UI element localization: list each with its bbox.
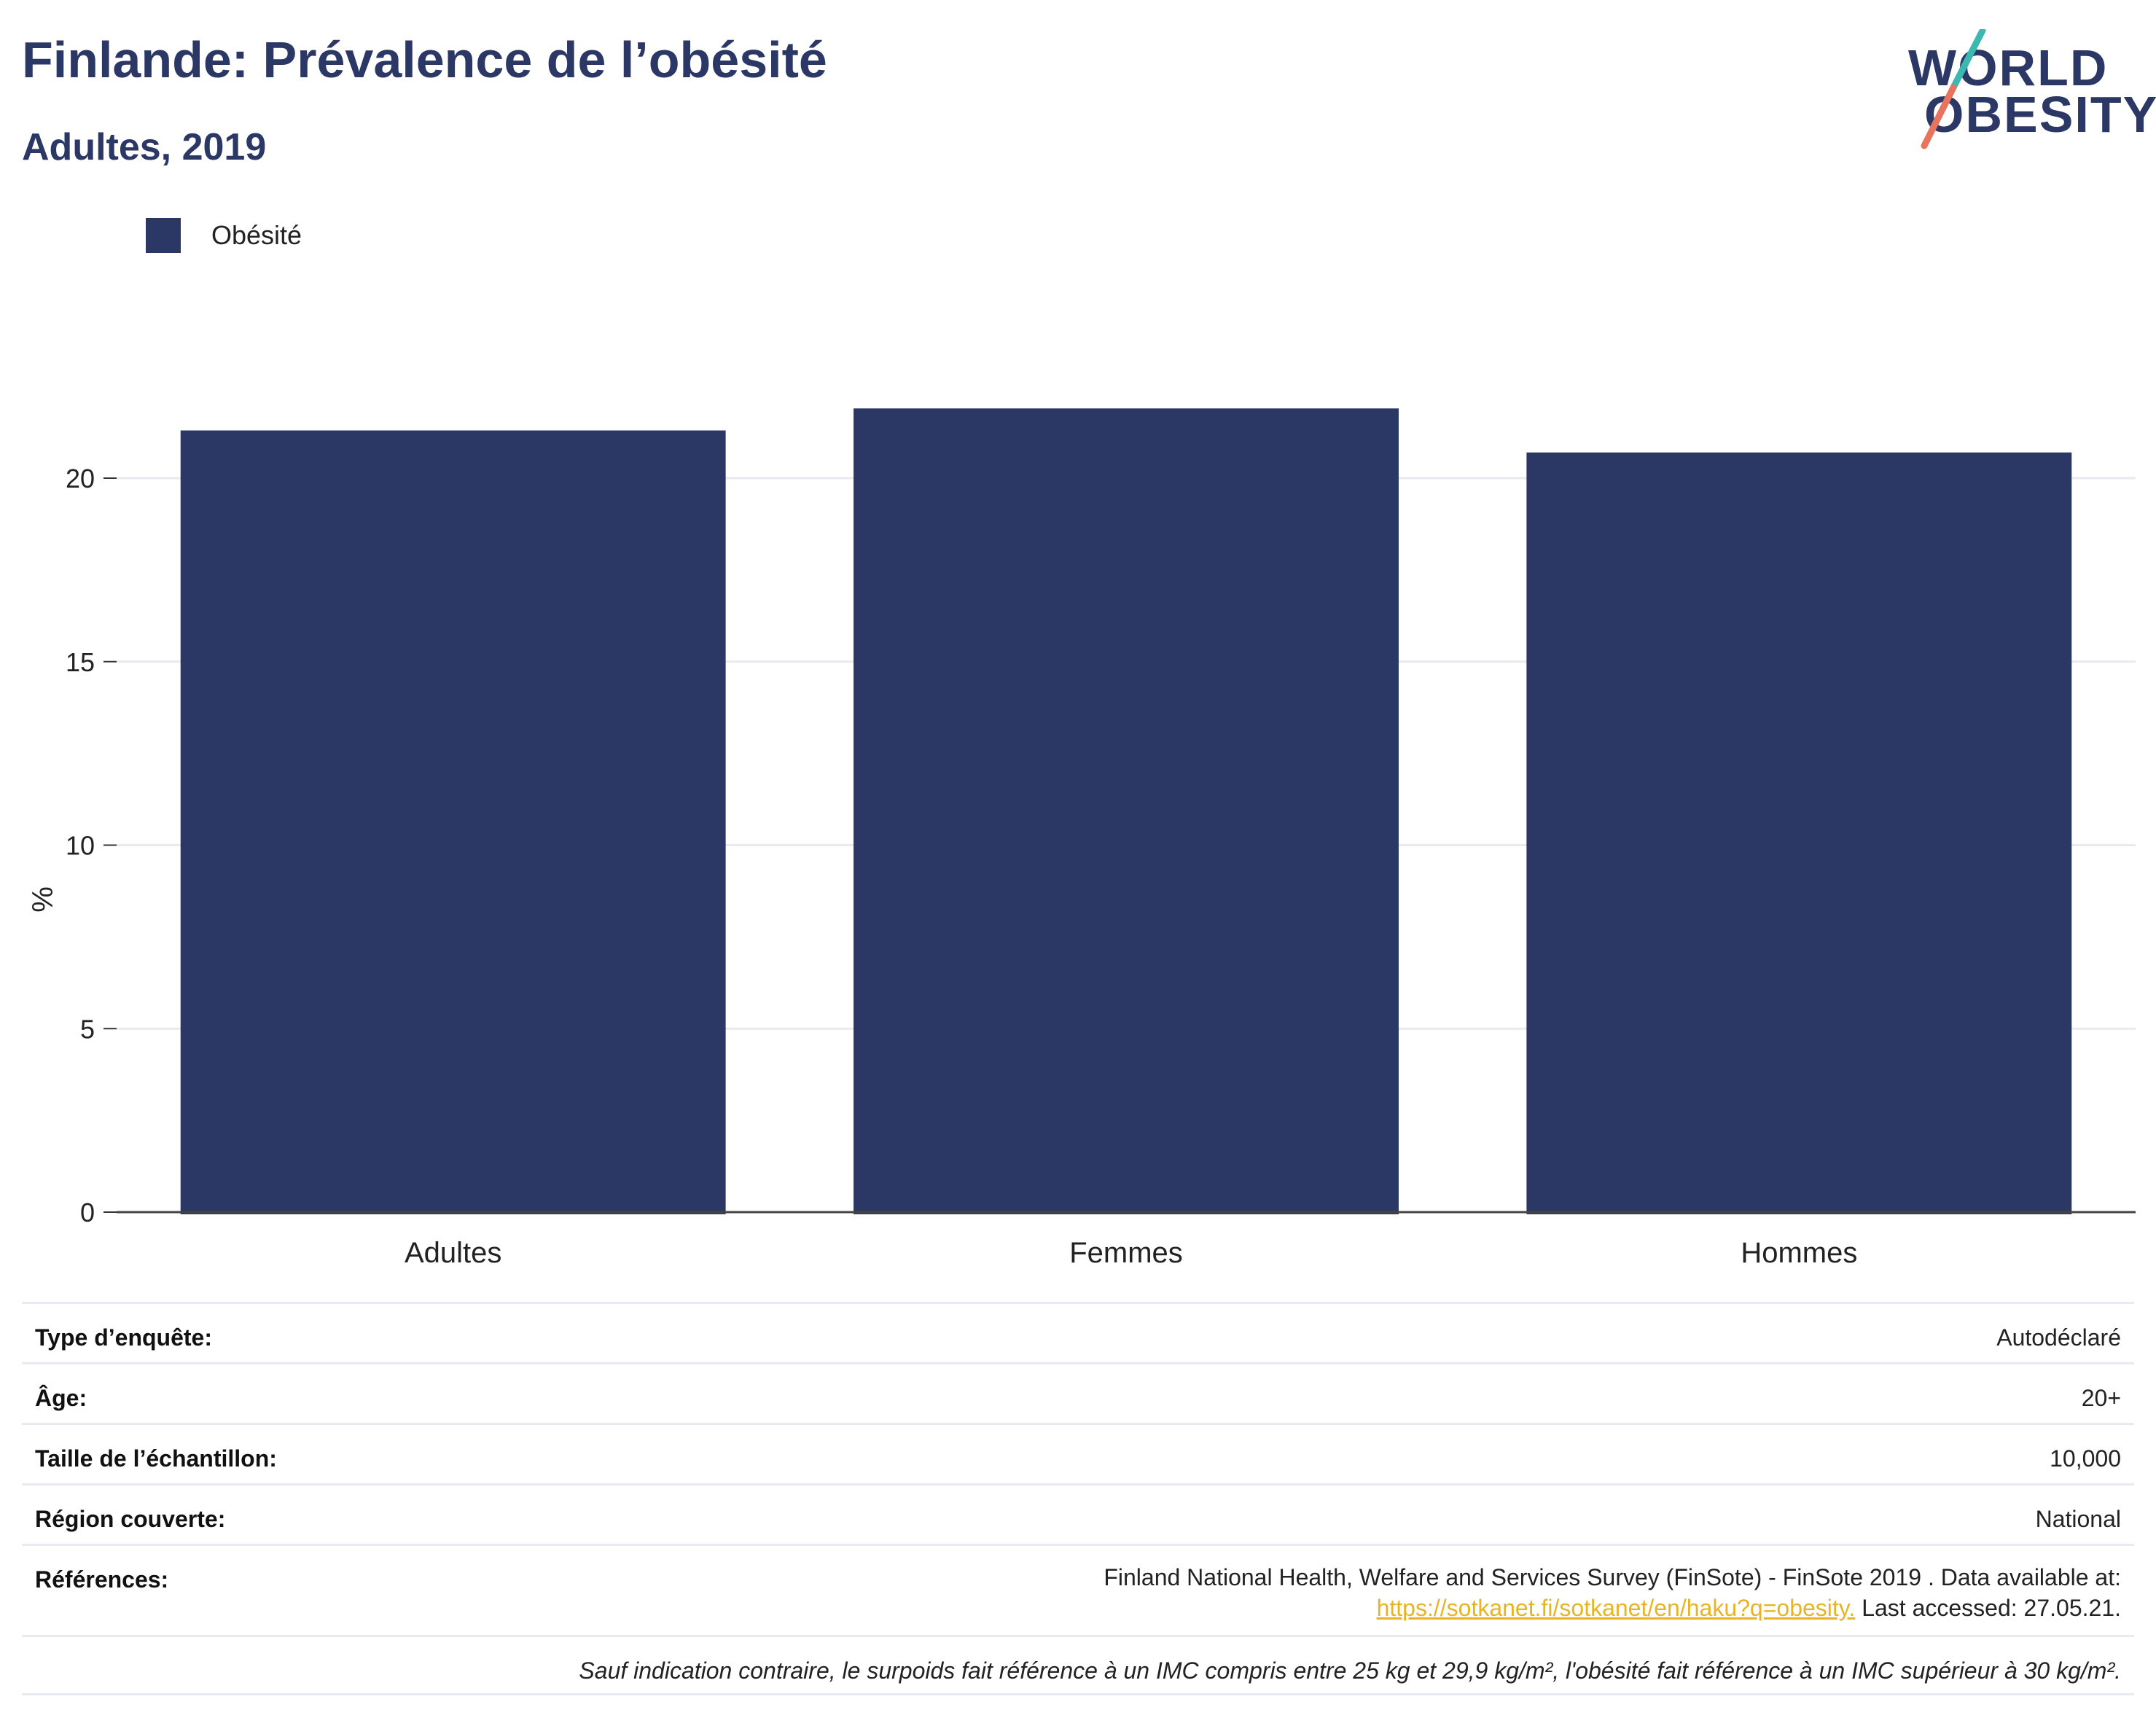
info-row-references: Références: Finland National Health, Wel… <box>22 1544 2134 1635</box>
world-obesity-logo: WORLD OBESITY <box>1902 29 2156 153</box>
region-label: Région couverte: <box>35 1506 226 1532</box>
survey-type-value: Autodéclaré <box>1996 1324 2121 1351</box>
logo-text-obesity: OBESITY <box>1924 86 2156 143</box>
references-value: Finland National Health, Welfare and Ser… <box>1104 1562 2121 1623</box>
y-axis-label: % <box>27 886 59 913</box>
info-row-survey-type: Type d’enquête: Autodéclaré <box>22 1302 2134 1362</box>
sample-size-value: 10,000 <box>2050 1445 2121 1472</box>
references-link[interactable]: https://sotkanet.fi/sotkanet/en/haku?q=o… <box>1376 1595 1856 1621</box>
survey-type-label: Type d’enquête: <box>35 1324 212 1351</box>
sample-size-label: Taille de l’échantillon: <box>35 1445 277 1472</box>
references-last-accessed: Last accessed: 27.05.21. <box>1855 1595 2121 1621</box>
y-tick-label-0: 0 <box>80 1198 95 1227</box>
region-value: National <box>2035 1506 2121 1532</box>
x-tick-label-adultes: Adultes <box>405 1237 501 1269</box>
page-subtitle: Adultes, 2019 <box>22 126 267 168</box>
references-label: Références: <box>35 1566 169 1593</box>
x-tick-label-femmes: Femmes <box>1069 1237 1183 1269</box>
legend-swatch-obesite <box>146 218 181 253</box>
y-tick-label-5: 5 <box>80 1014 95 1044</box>
info-row-region: Région couverte: National <box>22 1483 2134 1544</box>
chart-legend: Obésité <box>146 217 302 254</box>
survey-info-table: Type d’enquête: Autodéclaré Âge: 20+ Tai… <box>22 1302 2134 1695</box>
y-tick-label-15: 15 <box>66 647 95 677</box>
y-tick-label-20: 20 <box>66 464 95 493</box>
y-tick-label-10: 10 <box>66 831 95 861</box>
references-text: Finland National Health, Welfare and Ser… <box>1104 1564 2121 1590</box>
footnote: Sauf indication contraire, le surpoids f… <box>22 1635 2134 1695</box>
age-value: 20+ <box>2081 1385 2121 1411</box>
page-title: Finlande: Prévalence de l’obésité <box>22 31 827 88</box>
logo-text-world: WORLD <box>1908 39 2109 96</box>
logo-slash-icon <box>1921 29 1986 149</box>
bar-hommes <box>1526 452 2072 1214</box>
info-row-sample-size: Taille de l’échantillon: 10,000 <box>22 1423 2134 1483</box>
legend-label-obesite: Obésité <box>211 220 302 250</box>
bar-femmes <box>854 408 1399 1215</box>
bar-adultes <box>180 430 726 1215</box>
age-label: Âge: <box>35 1385 87 1411</box>
bar-chart: 0 5 10 15 20% Adultes Femmes Hommes <box>27 408 2136 1269</box>
info-row-age: Âge: 20+ <box>22 1362 2134 1423</box>
x-tick-label-hommes: Hommes <box>1741 1237 1857 1269</box>
